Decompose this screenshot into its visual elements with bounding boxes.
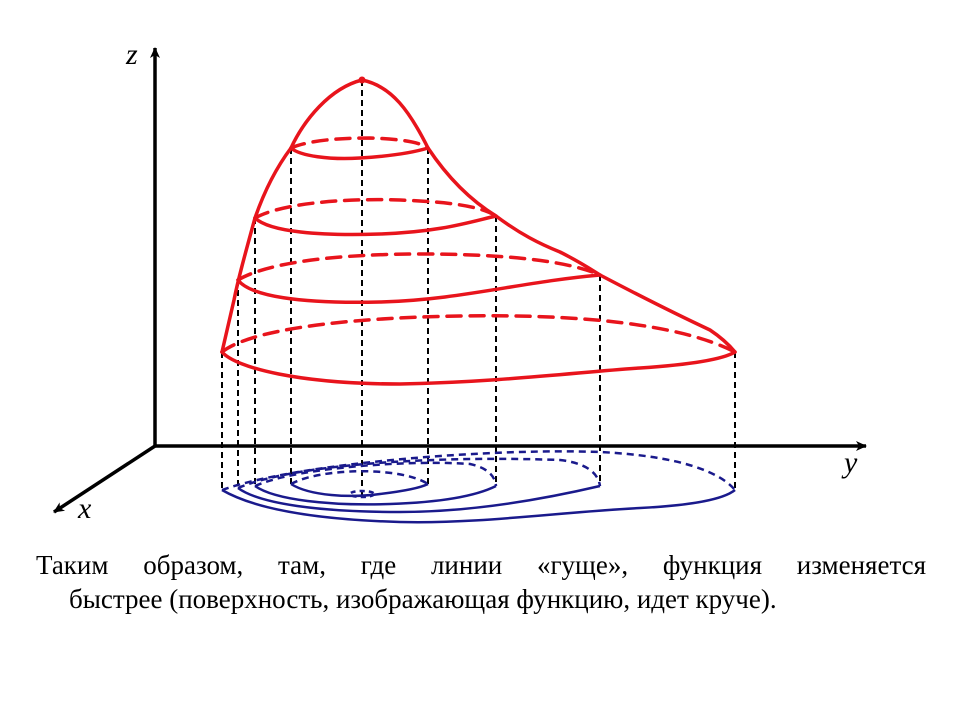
z-axis-label: z [125, 38, 138, 71]
contour-lines [221, 450, 736, 524]
surface-contour-diagram: z y x [53, 38, 867, 525]
contour-front-outer [221, 488, 736, 524]
axes [53, 47, 867, 514]
level-2-back [253, 197, 498, 220]
x-axis-label: x [77, 492, 92, 525]
projection-lines [221, 80, 736, 496]
surface-peak-point [358, 76, 366, 84]
level-1-back [289, 136, 430, 150]
contour-back-outer [221, 450, 736, 492]
surface-outline [220, 78, 737, 354]
contour-front-2 [254, 484, 497, 506]
contour-peak [348, 489, 376, 499]
contour-back-1 [290, 470, 429, 486]
caption-line-1: Таким образом, там, где линии «гуще», фу… [36, 550, 926, 580]
surface [220, 76, 737, 386]
contour-back-2 [254, 461, 498, 488]
level-2-front [253, 214, 498, 237]
y-axis-label: y [841, 446, 858, 479]
level-1-front [289, 146, 430, 161]
level-3-back [236, 252, 602, 282]
x-axis [53, 444, 156, 514]
level-4-back [220, 314, 737, 354]
contour-front-3 [237, 484, 601, 514]
contour-back-3 [237, 457, 602, 490]
contour-front-1 [290, 482, 429, 498]
level-4-front [220, 350, 737, 386]
level-3-front [236, 273, 602, 305]
caption-line-2: быстрее (поверхность, изображающая функц… [69, 584, 777, 614]
caption: Таким образом, там, где линии «гуще», фу… [36, 548, 926, 616]
